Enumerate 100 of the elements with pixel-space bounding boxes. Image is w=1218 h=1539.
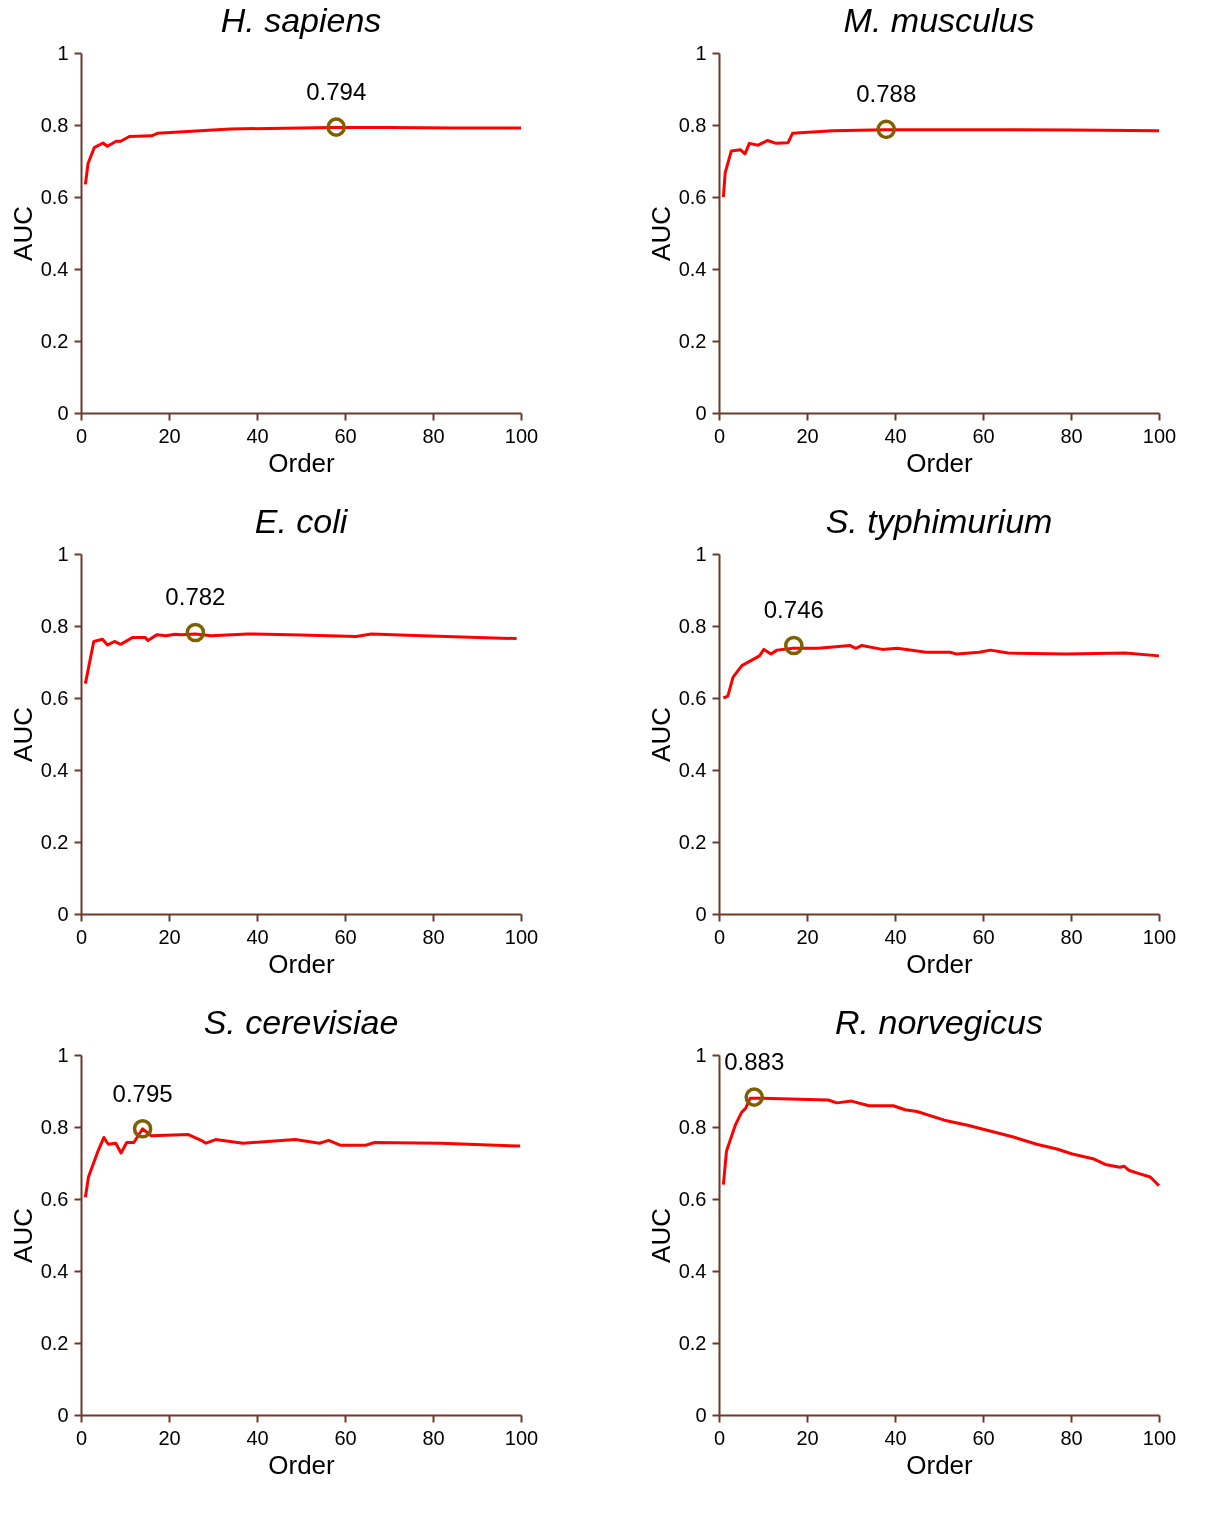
y-tick-label: 0: [57, 1403, 69, 1426]
y-tick-label: 0.2: [40, 830, 69, 853]
y-tick-label: 0.2: [678, 329, 707, 352]
x-tick-label: 40: [884, 925, 907, 948]
x-tick-label: 20: [158, 424, 181, 447]
x-tick-label: 100: [504, 424, 539, 447]
annotation: 0.782: [165, 583, 226, 611]
y-tick-label: 0.6: [678, 1187, 707, 1210]
x-tick-label: 60: [972, 424, 995, 447]
x-axis-title: Order: [268, 948, 336, 979]
y-tick-label: 0.6: [678, 686, 707, 709]
y-tick-label: 0.6: [678, 185, 707, 208]
y-tick-label: 0.4: [678, 257, 707, 280]
chart-title: R. norvegicus: [835, 1003, 1043, 1041]
chart-title: S. cerevisiae: [203, 1003, 399, 1041]
y-tick-label: 0.8: [40, 614, 69, 637]
annotation: 0.795: [112, 1079, 173, 1107]
x-tick-label: 100: [1142, 1426, 1177, 1449]
line-series: [83, 1127, 522, 1199]
y-tick-label: 1: [57, 41, 69, 64]
y-tick-label: 0.4: [40, 1259, 69, 1282]
chart-title: E. coli: [254, 502, 349, 540]
y-tick-label: 0.8: [678, 614, 707, 637]
chart-title: M. musculus: [843, 1, 1035, 39]
y-axis-title: AUC: [7, 1208, 38, 1263]
x-axis-title: Order: [906, 447, 974, 478]
x-tick-label: 100: [1142, 925, 1177, 948]
y-tick-label: 0: [695, 401, 707, 424]
annotation: 0.788: [856, 80, 917, 108]
x-tick-label: 80: [422, 925, 445, 948]
y-tick-label: 0.8: [40, 1115, 69, 1138]
x-tick-label: 20: [158, 1426, 181, 1449]
y-tick-label: 0: [695, 902, 707, 925]
y-tick-label: 0: [57, 902, 69, 925]
x-axis-title: Order: [906, 948, 974, 979]
x-tick-label: 80: [422, 424, 445, 447]
x-tick-label: 40: [246, 424, 269, 447]
y-tick-label: 0.6: [40, 185, 69, 208]
y-tick-label: 0.6: [40, 1187, 69, 1210]
x-tick-label: 0: [75, 424, 88, 447]
y-tick-label: 0.8: [678, 1115, 707, 1138]
x-tick-label: 80: [1060, 424, 1083, 447]
x-axis-title: Order: [906, 1449, 974, 1480]
line-series: [721, 643, 1161, 700]
annotation: 0.746: [763, 596, 824, 624]
x-tick-label: 60: [334, 925, 357, 948]
y-axis-title: AUC: [7, 707, 38, 762]
x-tick-label: 60: [334, 1426, 357, 1449]
x-tick-label: 40: [246, 925, 269, 948]
y-tick-label: 1: [57, 1043, 69, 1066]
y-tick-label: 0.2: [40, 329, 69, 352]
y-tick-label: 0.4: [40, 758, 69, 781]
x-axis-title: Order: [268, 447, 336, 478]
y-tick-label: 1: [695, 542, 707, 565]
x-tick-label: 100: [504, 1426, 539, 1449]
annotation: 0.883: [724, 1048, 785, 1076]
line-series: [721, 1096, 1161, 1188]
annotation: 0.794: [306, 78, 367, 106]
y-tick-label: 0.2: [40, 1331, 69, 1354]
y-tick-label: 0.2: [678, 830, 707, 853]
x-tick-label: 20: [796, 925, 819, 948]
x-tick-label: 20: [796, 1426, 819, 1449]
x-tick-label: 20: [796, 424, 819, 447]
x-tick-label: 40: [884, 424, 907, 447]
y-tick-label: 1: [695, 41, 707, 64]
y-tick-label: 0.8: [678, 113, 707, 136]
x-tick-label: 0: [713, 424, 726, 447]
y-tick-label: 0.4: [40, 257, 69, 280]
x-tick-label: 100: [504, 925, 539, 948]
y-axis-title: AUC: [645, 206, 676, 261]
x-tick-label: 0: [713, 1426, 726, 1449]
y-axis-title: AUC: [645, 1208, 676, 1263]
chart-title: H. sapiens: [220, 1, 382, 39]
x-tick-label: 60: [972, 925, 995, 948]
x-tick-label: 40: [246, 1426, 269, 1449]
x-tick-label: 60: [334, 424, 357, 447]
line-series: [83, 632, 519, 686]
y-tick-label: 0.6: [40, 686, 69, 709]
x-tick-label: 80: [1060, 1426, 1083, 1449]
x-tick-label: 80: [1060, 925, 1083, 948]
y-axis-title: AUC: [7, 206, 38, 261]
chart-title: S. typhimurium: [825, 502, 1053, 540]
x-tick-label: 0: [75, 1426, 88, 1449]
x-tick-label: 0: [75, 925, 88, 948]
y-tick-label: 1: [57, 542, 69, 565]
y-axis-title: AUC: [645, 707, 676, 762]
x-axis-title: Order: [268, 1449, 336, 1480]
x-tick-label: 40: [884, 1426, 907, 1449]
y-tick-label: 0.8: [40, 113, 69, 136]
y-tick-label: 0.4: [678, 1259, 707, 1282]
x-tick-label: 100: [1142, 424, 1177, 447]
y-tick-label: 0.2: [678, 1331, 707, 1354]
x-tick-label: 0: [713, 925, 726, 948]
y-tick-label: 0: [57, 401, 69, 424]
x-tick-label: 80: [422, 1426, 445, 1449]
x-tick-label: 60: [972, 1426, 995, 1449]
y-tick-label: 1: [695, 1043, 707, 1066]
y-tick-label: 0: [695, 1403, 707, 1426]
line-series: [721, 128, 1161, 199]
y-tick-label: 0.4: [678, 758, 707, 781]
